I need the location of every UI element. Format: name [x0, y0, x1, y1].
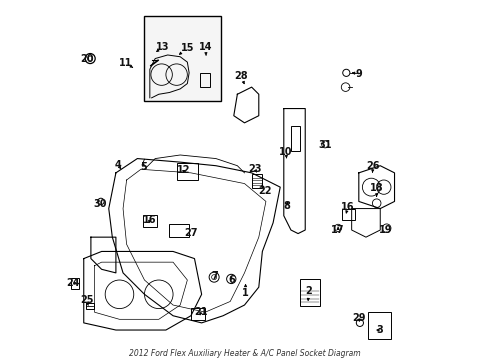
Text: 22: 22 — [257, 186, 271, 196]
Text: 13: 13 — [155, 42, 169, 52]
Text: 12: 12 — [177, 165, 190, 175]
Text: 28: 28 — [234, 71, 247, 81]
Text: 11: 11 — [119, 58, 132, 68]
Text: 9: 9 — [355, 68, 362, 78]
Text: 23: 23 — [247, 164, 261, 174]
Text: 3: 3 — [375, 325, 382, 335]
Text: 27: 27 — [183, 228, 197, 238]
Text: 21: 21 — [194, 307, 207, 317]
Text: 16: 16 — [143, 215, 156, 225]
Text: 1: 1 — [242, 288, 248, 297]
Text: 16: 16 — [341, 202, 354, 212]
Text: 2012 Ford Flex Auxiliary Heater & A/C Panel Socket Diagram: 2012 Ford Flex Auxiliary Heater & A/C Pa… — [128, 349, 360, 358]
Bar — [169, 224, 189, 237]
Bar — [71, 278, 79, 289]
Text: 19: 19 — [378, 225, 392, 235]
Bar — [176, 163, 198, 180]
Bar — [367, 312, 390, 339]
Text: 7: 7 — [211, 271, 218, 281]
Text: 14: 14 — [199, 42, 212, 52]
Bar — [86, 303, 94, 309]
Text: 15: 15 — [180, 43, 194, 53]
Text: 5: 5 — [140, 162, 146, 172]
Bar — [341, 209, 354, 220]
Text: 17: 17 — [331, 225, 344, 235]
Text: 10: 10 — [279, 147, 292, 157]
Bar — [290, 126, 299, 152]
Text: 31: 31 — [318, 140, 331, 150]
Bar — [142, 215, 157, 227]
Bar — [300, 279, 319, 306]
Bar — [251, 174, 262, 188]
Bar — [200, 73, 209, 87]
Text: 8: 8 — [283, 201, 289, 211]
Text: 30: 30 — [93, 199, 107, 208]
Text: 25: 25 — [80, 296, 93, 305]
Bar — [190, 307, 205, 320]
Bar — [144, 16, 221, 102]
Text: 24: 24 — [66, 278, 80, 288]
Text: 20: 20 — [81, 54, 94, 64]
Text: 18: 18 — [369, 183, 383, 193]
Text: 6: 6 — [227, 275, 234, 285]
Text: 2: 2 — [305, 287, 311, 296]
Text: 29: 29 — [351, 313, 365, 323]
Text: 26: 26 — [366, 161, 379, 171]
Text: 4: 4 — [114, 159, 121, 170]
